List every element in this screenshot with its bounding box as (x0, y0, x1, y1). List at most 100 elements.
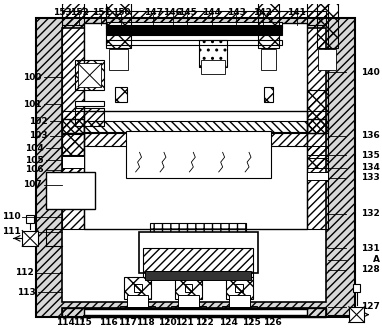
Text: 153: 153 (53, 8, 72, 17)
Bar (75, 100, 104, 107)
Bar (62, 28, 326, 302)
Bar (75, 60, 104, 90)
Bar (36, 18, 354, 317)
Text: 100: 100 (23, 73, 42, 81)
Bar (26, 215, 34, 223)
Bar (106, 40, 282, 45)
Bar (175, 277, 202, 299)
Text: 134: 134 (361, 163, 380, 173)
Bar (307, 158, 328, 168)
Text: 152: 152 (70, 8, 88, 17)
Bar (78, 63, 102, 87)
Bar (62, 308, 326, 317)
Bar (127, 295, 148, 307)
Text: 128: 128 (361, 265, 380, 274)
Bar (106, 25, 282, 35)
Bar (258, 0, 279, 48)
Bar (307, 111, 328, 228)
Text: 126: 126 (263, 318, 282, 327)
Bar (84, 111, 307, 228)
Bar (307, 0, 328, 133)
Bar (144, 248, 253, 277)
Text: 133: 133 (361, 173, 380, 182)
Bar (307, 172, 328, 180)
Text: 121: 121 (175, 318, 194, 327)
Bar (307, 90, 328, 133)
Bar (62, 156, 84, 168)
Bar (106, 0, 131, 48)
Bar (62, 119, 326, 133)
Bar (178, 295, 199, 307)
Bar (134, 284, 141, 292)
Text: 144: 144 (202, 8, 222, 17)
Bar (264, 87, 274, 102)
Text: A: A (373, 255, 380, 264)
Bar (84, 121, 307, 133)
Bar (126, 131, 270, 178)
Bar (150, 223, 246, 250)
Bar (222, 306, 257, 312)
Bar (139, 231, 258, 273)
Text: 135: 135 (361, 151, 380, 160)
Text: 142: 142 (253, 8, 272, 17)
Text: 113: 113 (17, 288, 36, 297)
Bar (84, 309, 307, 315)
Bar (185, 284, 193, 292)
Text: 140: 140 (361, 68, 380, 77)
Text: 116: 116 (99, 318, 118, 327)
Text: 106: 106 (25, 165, 44, 175)
Bar (226, 277, 253, 299)
Text: 124: 124 (219, 318, 238, 327)
Bar (62, 0, 84, 133)
Text: 118: 118 (136, 318, 155, 327)
Text: 147: 147 (144, 8, 163, 17)
Bar (171, 306, 206, 312)
Bar (115, 87, 127, 102)
Bar (307, 145, 328, 155)
Bar (147, 271, 249, 280)
Bar (62, 308, 326, 317)
Bar (84, 132, 307, 145)
Bar (75, 108, 104, 126)
Text: 127: 127 (361, 302, 380, 311)
Bar (22, 230, 38, 246)
Bar (62, 11, 326, 25)
Text: 145: 145 (178, 8, 197, 17)
Bar (261, 49, 277, 70)
Text: 112: 112 (15, 268, 34, 277)
Bar (199, 40, 227, 67)
Text: 107: 107 (23, 180, 42, 189)
Bar (201, 60, 225, 74)
Text: 136: 136 (361, 131, 380, 140)
Text: 110: 110 (2, 212, 20, 221)
Text: 143: 143 (227, 8, 246, 17)
Bar (46, 172, 95, 209)
Bar (317, 0, 338, 48)
Text: 111: 111 (2, 227, 20, 236)
Bar (235, 284, 243, 292)
Text: 125: 125 (242, 318, 261, 327)
Bar (146, 271, 251, 280)
Text: 115: 115 (73, 318, 92, 327)
Text: 141: 141 (288, 8, 306, 17)
Bar (62, 111, 84, 228)
Text: 102: 102 (29, 117, 48, 126)
Text: 114: 114 (56, 318, 75, 327)
Bar (349, 307, 364, 323)
Bar (84, 23, 307, 133)
Text: 132: 132 (361, 209, 380, 218)
Text: 120: 120 (158, 318, 176, 327)
Bar (62, 168, 84, 178)
Text: 150: 150 (112, 8, 130, 17)
Text: 131: 131 (361, 244, 380, 253)
Bar (353, 284, 361, 292)
Text: 104: 104 (25, 144, 44, 153)
Bar (124, 277, 151, 299)
Text: 117: 117 (118, 318, 137, 327)
Bar (106, 22, 282, 28)
Bar (109, 49, 128, 70)
Bar (319, 49, 336, 70)
Text: 103: 103 (29, 131, 48, 140)
Text: 101: 101 (23, 100, 42, 109)
Bar (120, 306, 155, 312)
